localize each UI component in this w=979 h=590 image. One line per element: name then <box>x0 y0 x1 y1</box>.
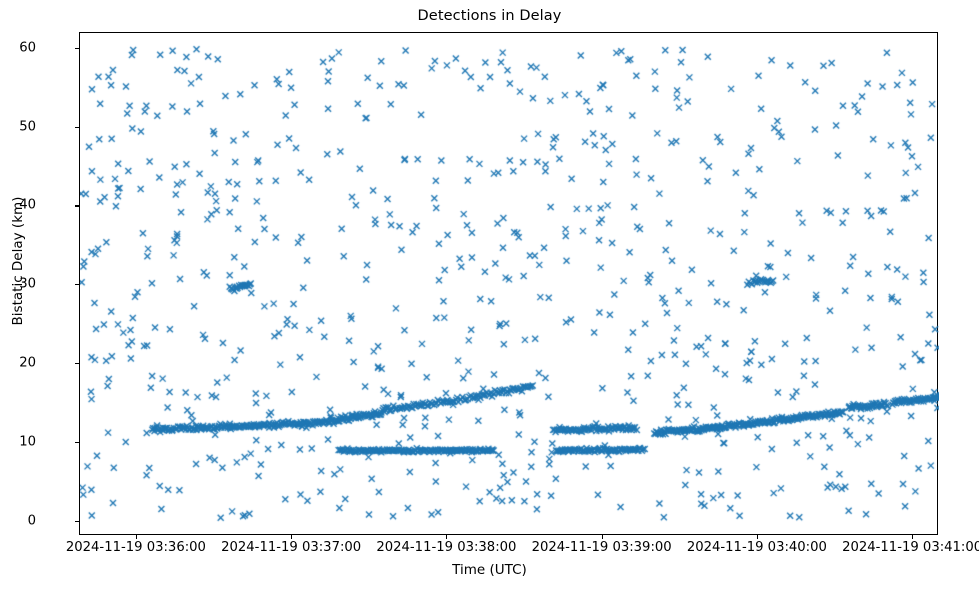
y-tick-label: 10 <box>19 434 36 450</box>
y-tick-mark <box>75 284 79 286</box>
y-tick-mark <box>75 441 79 444</box>
x-tick-mark <box>291 535 293 539</box>
y-tick-label: 40 <box>19 197 36 213</box>
plot-axes <box>79 32 939 536</box>
y-tick-mark <box>75 205 79 207</box>
x-tick-mark <box>601 535 603 539</box>
chart-title: Detections in Delay <box>417 8 562 24</box>
y-tick-label: 60 <box>19 40 36 56</box>
x-axis-label: Time (UTC) <box>452 562 527 578</box>
y-tick-label: 50 <box>19 119 36 135</box>
x-tick-label: 2024-11-19 03:38:00 <box>376 540 517 555</box>
y-tick-label: 20 <box>19 355 36 371</box>
y-axis-label: Bistatic Delay (km) <box>10 196 26 326</box>
x-tick-label: 2024-11-19 03:36:00 <box>65 540 206 555</box>
y-tick-mark <box>75 47 79 49</box>
scatter-plot-canvas <box>80 33 939 536</box>
x-tick-mark <box>912 535 914 539</box>
x-tick-label: 2024-11-19 03:37:00 <box>221 540 362 555</box>
x-tick-label: 2024-11-19 03:39:00 <box>531 540 672 555</box>
x-tick-mark <box>756 535 758 539</box>
y-tick-mark <box>75 363 79 365</box>
y-tick-mark <box>75 520 79 522</box>
x-tick-label: 2024-11-19 03:41:00 <box>842 540 979 555</box>
x-tick-mark <box>446 535 448 539</box>
y-tick-mark <box>75 126 79 128</box>
x-tick-mark <box>135 535 137 539</box>
y-tick-label: 0 <box>27 513 36 529</box>
y-tick-label: 30 <box>19 276 36 292</box>
x-tick-label: 2024-11-19 03:40:00 <box>686 540 827 555</box>
